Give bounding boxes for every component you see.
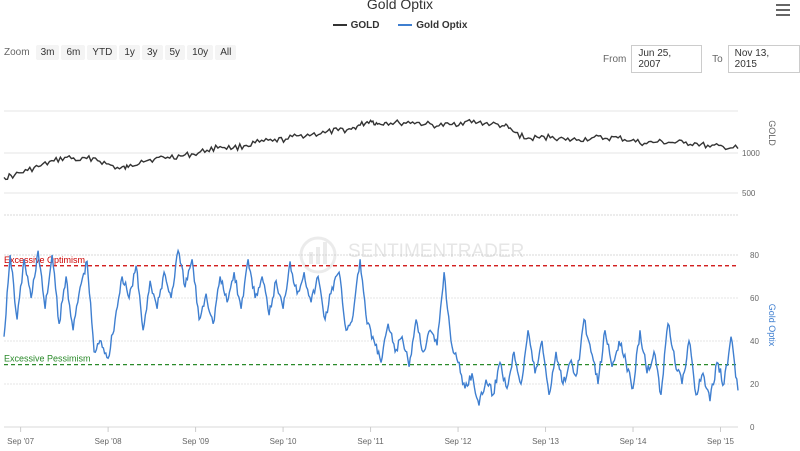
x-tick-label: Sep '11 — [357, 437, 384, 446]
legend-item-gold-optix[interactable]: Gold Optix — [398, 20, 467, 31]
gold-gridlines — [4, 110, 738, 216]
x-tick-label: Sep '09 — [182, 437, 209, 446]
zoom-3y-button[interactable]: 3y — [141, 45, 163, 60]
watermark: SENTIMENTRADER — [299, 236, 524, 274]
optix-y-tick-label: 0 — [750, 423, 755, 432]
gold-series-line — [3, 118, 739, 181]
legend-label-gold-optix: Gold Optix — [416, 20, 468, 31]
gold-optix-series-line — [3, 248, 739, 406]
x-tick-label: Sep '13 — [532, 437, 559, 446]
zoom-10y-button[interactable]: 10y — [187, 45, 214, 60]
optix-y-tick-label: 60 — [750, 294, 759, 303]
zoom-5y-button[interactable]: 5y — [164, 45, 186, 60]
gold-y-axis-title: GOLD — [767, 120, 777, 146]
excessive-pessimism-label: Excessive Pessimism — [4, 354, 91, 364]
date-range: From Jun 25, 2007 To Nov 13, 2015 — [603, 45, 800, 73]
optix-y-axis-title: Gold Optix — [767, 304, 777, 347]
zoom-6m-button[interactable]: 6m — [61, 45, 86, 60]
to-label: To — [712, 53, 723, 65]
hamburger-menu-icon[interactable] — [776, 1, 790, 19]
x-tick-label: Sep '14 — [620, 437, 647, 446]
x-tick-label: Sep '12 — [445, 437, 472, 446]
chart-title: Gold Optix — [366, 0, 434, 12]
gold-y-tick-label: 1000 — [742, 149, 760, 158]
legend-item-gold[interactable]: GOLD — [332, 20, 380, 31]
from-date-input[interactable]: Jun 25, 2007 — [631, 45, 703, 73]
zoom-all-button[interactable]: All — [215, 45, 237, 60]
optix-gridlines — [4, 254, 738, 428]
gold-y-tick-label: 500 — [742, 189, 756, 198]
legend-label-gold: GOLD — [350, 20, 380, 31]
from-label: From — [603, 53, 627, 65]
zoom-1y-button[interactable]: 1y — [119, 45, 140, 60]
x-tick-label: Sep '08 — [95, 437, 122, 446]
zoom-bar: Zoom 3m 6m YTD 1y 3y 5y 10y All — [4, 45, 238, 60]
legend-swatch-gold-optix — [398, 24, 413, 27]
watermark-text: SENTIMENTRADER — [348, 241, 524, 262]
to-date-input[interactable]: Nov 13, 2015 — [727, 45, 800, 73]
excessive-optimism-label: Excessive Optimism — [4, 255, 85, 265]
zoom-3m-button[interactable]: 3m — [35, 45, 60, 60]
gold-layer — [3, 118, 739, 181]
zoom-ytd-button[interactable]: YTD — [87, 45, 118, 60]
legend-swatch-gold — [332, 24, 347, 27]
zoom-label: Zoom — [4, 47, 30, 58]
axis-layer: 500 1000 0 20 40 60 80 GOLD Gold Optix Sep '07 Sep… — [7, 120, 777, 446]
x-tick-label: Sep '15 — [707, 437, 734, 446]
x-tick-label: Sep '10 — [270, 437, 297, 446]
optix-y-tick-label: 20 — [750, 380, 759, 389]
x-tick-label: Sep '07 — [7, 437, 34, 446]
optix-layer: Excessive Optimism Excessive Pessimism — [3, 248, 739, 406]
legend: GOLD Gold Optix — [0, 20, 800, 31]
optix-y-tick-label: 40 — [750, 337, 759, 346]
optix-y-tick-label: 80 — [750, 251, 759, 260]
